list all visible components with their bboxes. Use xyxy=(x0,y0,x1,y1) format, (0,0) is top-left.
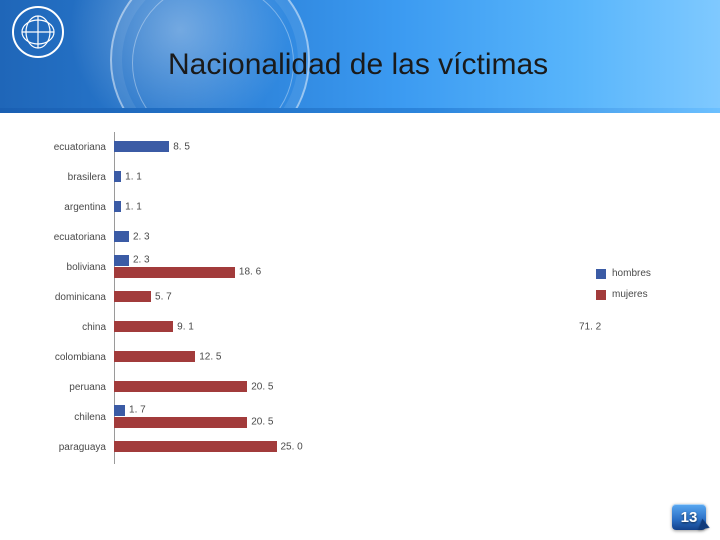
chart-row: ecuatoriana 8. 5 xyxy=(36,132,636,162)
bar-hombres xyxy=(114,231,129,242)
bar-group: 25. 0 xyxy=(114,432,636,462)
bar-group: 1. 1 xyxy=(114,162,636,192)
bar-group: 9. 1 71. 2 xyxy=(114,312,636,342)
bar-group: 2. 3 xyxy=(114,222,636,252)
value-label-mujeres: 25. 0 xyxy=(281,442,303,453)
bar-hombres xyxy=(114,171,121,182)
chart-row: peruana 20. 5 xyxy=(36,372,636,402)
value-label-hombres: 1. 7 xyxy=(129,405,146,416)
value-label-hombres: 2. 3 xyxy=(133,232,150,243)
bar-group: 20. 5 xyxy=(114,372,636,402)
slide-title: Nacionalidad de las víctimas xyxy=(168,48,548,82)
chart-row: argentina 1. 1 xyxy=(36,192,636,222)
bar-mujeres xyxy=(114,441,277,452)
legend-label: mujeres xyxy=(612,289,648,300)
category-label: ecuatoriana xyxy=(36,142,114,153)
value-label-mujeres: 18. 6 xyxy=(239,267,261,278)
slide: Nacionalidad de las víctimas ecuatoriana… xyxy=(0,0,720,540)
page-number-badge: 13 xyxy=(672,504,706,530)
legend-item-mujeres: mujeres xyxy=(596,289,651,300)
category-label: boliviana xyxy=(36,262,114,273)
chart-row: colombiana 12. 5 xyxy=(36,342,636,372)
bar-group: 5. 7 xyxy=(114,282,636,312)
chart-row: china 9. 1 71. 2 xyxy=(36,312,636,342)
value-label-mujeres: 20. 5 xyxy=(251,382,273,393)
chart-row: boliviana 2. 3 18. 6 xyxy=(36,252,636,282)
legend-swatch-hombres xyxy=(596,269,606,279)
value-label-hombres: 1. 1 xyxy=(125,202,142,213)
bar-mujeres xyxy=(114,381,247,392)
chart-legend: hombres mujeres xyxy=(596,268,651,310)
header-underline xyxy=(0,108,720,113)
value-label-mujeres: 12. 5 xyxy=(199,352,221,363)
value-label-right: 71. 2 xyxy=(579,322,601,333)
bar-mujeres xyxy=(114,417,247,428)
legend-swatch-mujeres xyxy=(596,290,606,300)
chart-row: ecuatoriana 2. 3 xyxy=(36,222,636,252)
bar-hombres xyxy=(114,255,129,266)
category-label: colombiana xyxy=(36,352,114,363)
value-label-hombres: 8. 5 xyxy=(173,142,190,153)
category-label: brasilera xyxy=(36,172,114,183)
page-number: 13 xyxy=(681,509,698,526)
chart-row: chilena 1. 7 20. 5 xyxy=(36,402,636,432)
value-label-hombres: 1. 1 xyxy=(125,172,142,183)
category-label: paraguaya xyxy=(36,442,114,453)
bar-group: 1. 1 xyxy=(114,192,636,222)
value-label-hombres: 2. 3 xyxy=(133,255,150,266)
bar-group: 12. 5 xyxy=(114,342,636,372)
value-label-mujeres: 20. 5 xyxy=(251,417,273,428)
chart-row: paraguaya 25. 0 xyxy=(36,432,636,462)
value-label-mujeres: 5. 7 xyxy=(155,292,172,303)
category-label: chilena xyxy=(36,412,114,423)
chart-row: brasilera 1. 1 xyxy=(36,162,636,192)
bar-mujeres xyxy=(114,321,173,332)
bar-mujeres xyxy=(114,267,235,278)
category-label: peruana xyxy=(36,382,114,393)
chart-row: dominicana 5. 7 xyxy=(36,282,636,312)
legend-label: hombres xyxy=(612,268,651,279)
legend-item-hombres: hombres xyxy=(596,268,651,279)
bar-mujeres xyxy=(114,351,195,362)
bar-group: 1. 7 20. 5 xyxy=(114,402,636,432)
category-label: argentina xyxy=(36,202,114,213)
nationality-bar-chart: ecuatoriana 8. 5 brasilera 1. 1 argentina 1. … xyxy=(36,132,636,464)
bar-group: 8. 5 xyxy=(114,132,636,162)
iom-logo-icon xyxy=(12,6,64,58)
bar-hombres xyxy=(114,141,169,152)
value-label-mujeres: 9. 1 xyxy=(177,322,194,333)
bar-hombres xyxy=(114,405,125,416)
bar-hombres xyxy=(114,201,121,212)
category-label: china xyxy=(36,322,114,333)
bar-mujeres xyxy=(114,291,151,302)
bar-group: 2. 3 18. 6 xyxy=(114,252,636,282)
category-label: dominicana xyxy=(36,292,114,303)
category-label: ecuatoriana xyxy=(36,232,114,243)
